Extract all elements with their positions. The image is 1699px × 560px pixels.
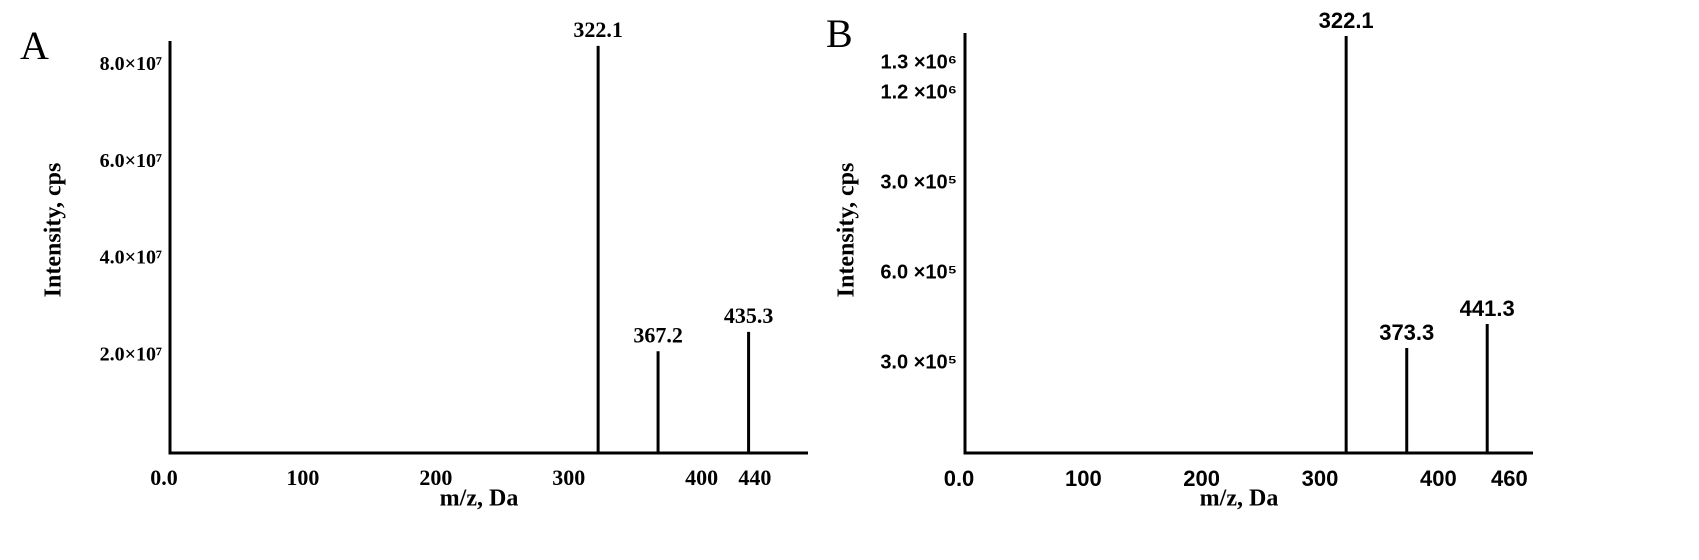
panel-letter: B: [826, 11, 853, 56]
y-tick-label: 8.0×10⁷: [100, 53, 162, 75]
y-tick-label: 4.0×10⁷: [100, 247, 162, 269]
y-tick-label: 3.0 ×10⁵: [880, 171, 957, 193]
x-tick-label: 100: [1065, 466, 1102, 491]
x-tick-label: 440: [738, 465, 771, 490]
peak-label: 435.3: [724, 303, 774, 328]
peak-label: 367.2: [633, 322, 683, 347]
y-tick-label: 1.3 ×10⁶: [881, 51, 958, 73]
y-axis-title: Intensity, cps: [41, 163, 67, 298]
x-tick-label: 300: [552, 465, 585, 490]
panel: A 2.0×10⁷ 4.0×10⁷ 6.0×10⁷ 8.0×10⁷ 0.0 100 200 30…: [20, 17, 808, 512]
peak-label: 441.3: [1460, 296, 1515, 321]
x-tick-label: 200: [1183, 466, 1220, 491]
peak-label: 373.3: [1379, 320, 1434, 345]
panel: B 3.0 ×10⁵ 6.0 ×10⁵ 3.0 ×10⁵ 1.2 ×10⁶ 1.3 ×10…: [826, 8, 1533, 512]
x-tick-label: 0.0: [944, 466, 975, 491]
panel-letter: A: [20, 23, 49, 68]
x-tick-label: 200: [419, 465, 452, 490]
y-tick-label: 6.0×10⁷: [100, 150, 162, 172]
peak-label: 322.1: [573, 17, 623, 42]
y-tick-label: 2.0×10⁷: [100, 344, 162, 366]
x-axis-title: m/z, Da: [440, 486, 519, 512]
y-tick-label: 6.0 ×10⁵: [880, 261, 957, 283]
x-tick-label: 300: [1302, 466, 1339, 491]
x-tick-label: 400: [1420, 466, 1457, 491]
y-tick-label: 3.0 ×10⁵: [880, 351, 957, 373]
x-axis-title: m/z, Da: [1200, 486, 1279, 512]
x-tick-label: 100: [286, 465, 319, 490]
x-tick-label: 460: [1491, 466, 1528, 491]
y-axis-title: Intensity, cps: [834, 163, 860, 298]
y-tick-label: 1.2 ×10⁶: [881, 81, 958, 103]
x-tick-label: 400: [685, 465, 718, 490]
x-tick-label: 0.0: [150, 465, 178, 490]
peak-label: 322.1: [1319, 8, 1374, 33]
